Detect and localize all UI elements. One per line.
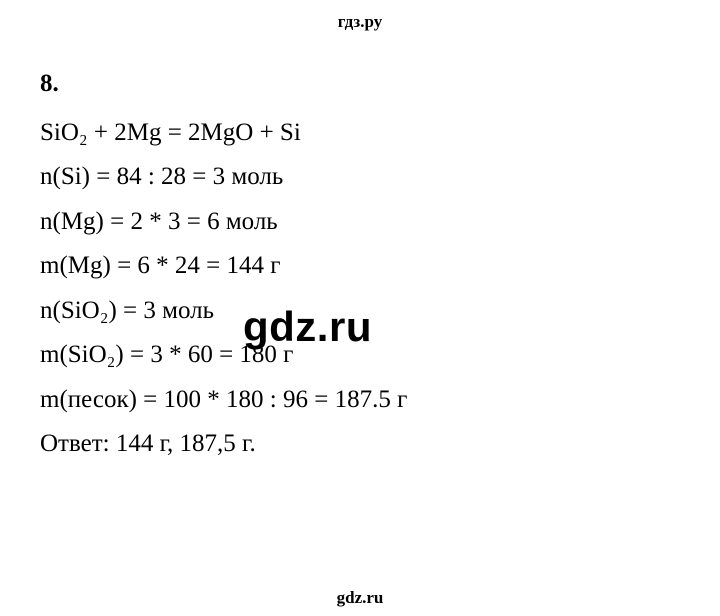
page-header: гдз.ру <box>0 0 720 32</box>
calc-line-m-sio2: m(SiO₂) = 3 * 60 = 180 г <box>40 333 720 378</box>
calc-line-n-si: n(Si) = 84 : 28 = 3 моль <box>40 155 720 200</box>
problem-number: 8. <box>40 62 720 107</box>
site-name-top: гдз.ру <box>338 12 383 31</box>
calc-line-n-sio2: n(SiO₂) = 3 моль <box>40 289 720 334</box>
calc-line-m-mg: m(Mg) = 6 * 24 = 144 г <box>40 244 720 289</box>
answer-line: Ответ: 144 г, 187,5 г. <box>40 422 720 467</box>
watermark-bottom: gdz.ru <box>0 588 720 608</box>
calc-line-n-mg: n(Mg) = 2 * 3 = 6 моль <box>40 200 720 245</box>
equation-line: SiO₂ + 2Mg = 2MgO + Si <box>40 111 720 156</box>
calc-line-m-sand: m(песок) = 100 * 180 : 96 = 187.5 г <box>40 378 720 423</box>
solution-content: 8. SiO₂ + 2Mg = 2MgO + Si n(Si) = 84 : 2… <box>0 32 720 467</box>
